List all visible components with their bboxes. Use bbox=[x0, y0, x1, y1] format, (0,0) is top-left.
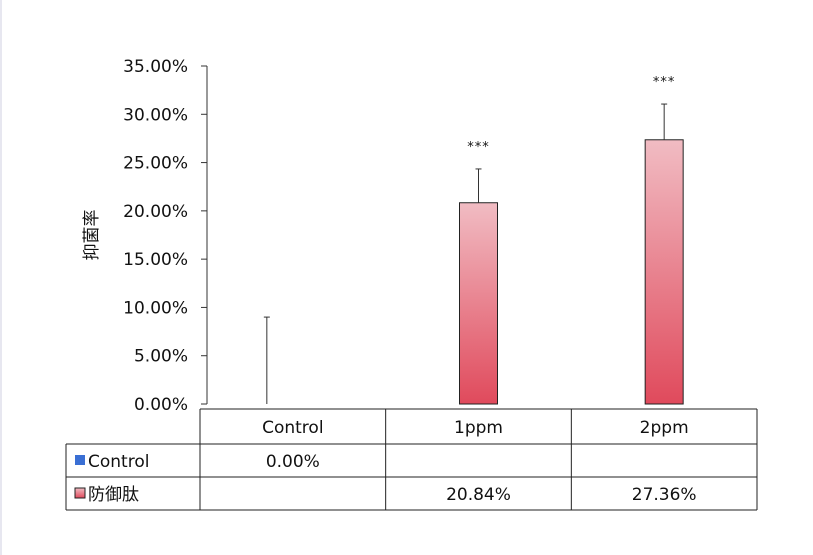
legend-swatch bbox=[75, 455, 85, 465]
data-label: 0.00% bbox=[266, 452, 320, 472]
legend-label: 防御肽 bbox=[88, 485, 139, 505]
legend-swatch bbox=[74, 487, 86, 499]
significance-label: *** bbox=[467, 140, 490, 155]
y-tick-label: 35.00% bbox=[123, 57, 188, 77]
y-axis-title: 抑菌率 bbox=[82, 210, 102, 261]
x-tick-label: Control bbox=[262, 418, 323, 438]
y-tick-label: 25.00% bbox=[123, 154, 188, 174]
significance-label: *** bbox=[653, 75, 676, 90]
left-border bbox=[0, 0, 2, 555]
data-label: 20.84% bbox=[446, 485, 511, 505]
data-label: 27.36% bbox=[632, 485, 697, 505]
y-tick-label: 20.00% bbox=[123, 202, 188, 222]
bar-2ppm bbox=[644, 139, 684, 405]
y-tick-label: 30.00% bbox=[123, 105, 188, 125]
y-tick-label: 15.00% bbox=[123, 250, 188, 270]
x-tick-label: 1ppm bbox=[454, 418, 503, 438]
y-tick-label: 0.00% bbox=[134, 395, 188, 415]
bar-1ppm bbox=[459, 202, 498, 405]
y-tick-label: 10.00% bbox=[123, 298, 188, 318]
x-tick-label: 2ppm bbox=[640, 418, 689, 438]
y-tick-label: 5.00% bbox=[134, 347, 188, 367]
legend-label: Control bbox=[88, 452, 149, 472]
